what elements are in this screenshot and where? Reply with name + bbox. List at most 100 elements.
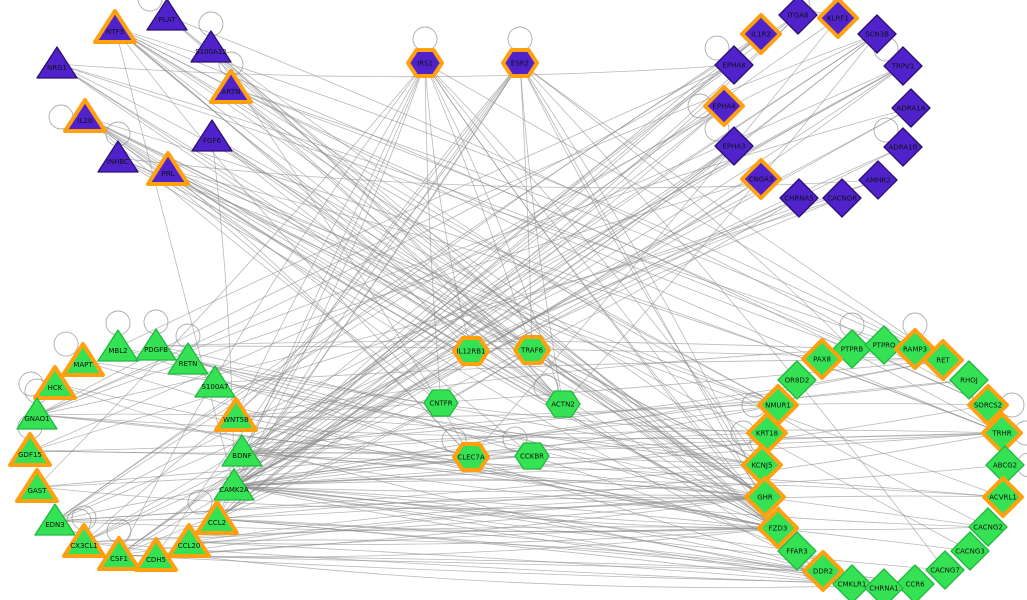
edge-EDN3-GHR[interactable] [54, 496, 766, 522]
edge-IL20-CCKBR[interactable] [84, 116, 533, 457]
edge-PLAT-GHR[interactable] [166, 15, 766, 498]
node-shape-WNT5B[interactable] [214, 397, 258, 432]
node-GNAO1[interactable]: GNAO1 [16, 397, 58, 430]
edge-CHRNA5-BDNF[interactable] [241, 197, 800, 453]
node-shape-ITGA8[interactable] [778, 0, 818, 35]
self-loop-CLEC7A[interactable] [441, 427, 467, 453]
edge-CDH5-ACVRL1[interactable] [155, 495, 1004, 557]
node-shape-CAMK2A[interactable] [213, 468, 255, 501]
edge-NRG1-ACTN2[interactable] [56, 63, 564, 405]
node-shape-NTF3[interactable] [93, 9, 137, 44]
node-FGF6[interactable]: FGF6 [191, 119, 233, 152]
edge-TRPV1-EDN3[interactable] [54, 65, 904, 522]
node-shape-ACVRL1[interactable] [982, 476, 1024, 518]
self-loop-EPHA8[interactable] [704, 35, 730, 61]
edge-BDNF-GHR[interactable] [241, 451, 766, 498]
edge-IRS1-RET[interactable] [424, 62, 944, 361]
edge-TRPV1-BDNF[interactable] [241, 65, 904, 453]
edge-CNGA3-CX3CL1[interactable] [83, 178, 762, 543]
edge-SCN3B-CAMK2A[interactable] [233, 33, 878, 487]
node-TRAF6[interactable]: TRAF6 [513, 335, 551, 365]
node-shape-TRPV1[interactable] [883, 46, 923, 86]
edge-EPHA4-CX3CL1[interactable] [83, 105, 725, 543]
edge-IL20-FZD3[interactable] [84, 116, 779, 529]
node-shape-BDNF[interactable] [221, 434, 263, 467]
node-shape-CDH5[interactable] [134, 537, 178, 572]
edge-EPHA3-CCL20[interactable] [188, 145, 735, 543]
node-shape-CCL20[interactable] [167, 523, 211, 558]
node-TRPV1[interactable]: TRPV1 [883, 46, 923, 86]
edge-TRPV1-GDF15[interactable] [29, 65, 904, 452]
edge-CDH5-GHR[interactable] [155, 496, 766, 557]
edge-EPHA4-CCL2[interactable] [216, 105, 725, 520]
node-shape-CCKBR[interactable] [514, 442, 550, 470]
node-GDF15[interactable]: GDF15 [8, 432, 52, 467]
self-loop-ACTN2[interactable] [533, 374, 559, 400]
edge-CDH5-FZD3[interactable] [155, 527, 779, 557]
edge-FGF6-GHR[interactable] [211, 136, 766, 498]
node-shape-FGF6[interactable] [191, 119, 233, 152]
node-EPHA8[interactable]: EPHA8 [714, 45, 754, 85]
edge-IL1R2-EDN3[interactable] [54, 33, 762, 522]
edge-INHBC-ACVRL1[interactable] [117, 157, 1004, 498]
edge-CAMK2A-NMUR1[interactable] [233, 404, 779, 487]
node-shape-MBL2[interactable] [97, 329, 139, 362]
node-shape-S100A7[interactable] [194, 365, 236, 398]
edge-NRG1-FZD3[interactable] [56, 63, 779, 529]
node-shape-GHR[interactable] [744, 476, 786, 518]
node-shape-MAPT[interactable] [61, 342, 105, 377]
node-PLAT[interactable]: PLAT [146, 0, 188, 31]
node-AMHR2[interactable]: AMHR2 [858, 160, 898, 200]
edge-PLAT-FZD3[interactable] [166, 15, 779, 529]
node-CNGA3[interactable]: CNGA3 [740, 158, 782, 200]
node-shape-PTPRO[interactable] [864, 325, 904, 365]
edge-SCN3B-EDN3[interactable] [54, 33, 878, 522]
node-IL1R2[interactable]: IL1R2 [740, 13, 782, 55]
edge-BDNF-SORCS2[interactable] [241, 403, 989, 453]
edge-GDF15-ACVRL1[interactable] [29, 450, 1004, 498]
edge-IRS1-ACTN2[interactable] [424, 62, 564, 405]
edge-PRL-GHR[interactable] [167, 169, 766, 498]
node-shape-CX3CL1[interactable] [62, 523, 106, 558]
edge-IRS1-WNT5B[interactable] [235, 62, 426, 417]
edge-IL20-KCNJ5[interactable] [84, 116, 763, 466]
edge-NRG1-EPHA8[interactable] [56, 63, 735, 78]
node-shape-SORCS2[interactable] [967, 384, 1009, 426]
edge-EPHA4-EDN3[interactable] [54, 105, 725, 522]
node-shape-CLEC7A[interactable] [452, 442, 490, 472]
node-IL12RB1[interactable]: IL12RB1 [452, 336, 490, 366]
node-IL20[interactable]: IL20 [63, 98, 107, 133]
edge-CSF1-CCR6[interactable] [118, 554, 916, 585]
edge-ADRA1A-EDN3[interactable] [54, 107, 912, 522]
edge-FGF6-ACTN2[interactable] [211, 136, 564, 405]
edge-EPHA4-CAMK2A[interactable] [233, 105, 725, 487]
node-shape-NRG1[interactable] [36, 46, 78, 79]
node-shape-CHRNA5[interactable] [779, 178, 819, 218]
node-shape-IL12RB1[interactable] [452, 336, 490, 366]
node-IRS1[interactable]: IRS1 [406, 48, 444, 78]
node-CSF1[interactable]: CSF1 [97, 536, 141, 571]
self-loop-PLAT[interactable] [137, 0, 163, 12]
edge-ESR2-TRAF6[interactable] [519, 62, 533, 351]
edge-CCL20-GHR[interactable] [188, 496, 766, 543]
node-shape-CACNG7[interactable] [925, 550, 965, 590]
node-shape-ACTN2[interactable] [545, 390, 581, 418]
edge-CAMK2A-TRHR[interactable] [233, 432, 1003, 487]
edge-SCN3B-CCL2[interactable] [216, 33, 878, 520]
edge-CACNG6-GNAO1[interactable] [36, 197, 843, 416]
edge-WNT5B-PTPRB[interactable] [235, 348, 853, 417]
edge-PRL-TRHR[interactable] [167, 169, 1003, 434]
edge-CAMK2A-RET[interactable] [233, 359, 944, 487]
edge-ESR2-CDH5[interactable] [155, 62, 521, 557]
node-shape-IL1R2[interactable] [740, 13, 782, 55]
edge-EPHA8-CAMK2A[interactable] [233, 64, 735, 487]
edge-NRG1-KCNJ5[interactable] [56, 63, 763, 466]
node-shape-GAST[interactable] [15, 468, 59, 503]
node-shape-PLAT[interactable] [146, 0, 188, 31]
edge-IRS1-CSF1[interactable] [118, 62, 426, 556]
node-WNT5B[interactable]: WNT5B [214, 397, 258, 432]
node-shape-GNAO1[interactable] [16, 397, 58, 430]
edge-CCL2-TRAF6[interactable] [216, 349, 533, 520]
edge-SCN3B-ACTN2[interactable] [562, 33, 878, 405]
self-loop-CCL2[interactable] [187, 489, 213, 515]
